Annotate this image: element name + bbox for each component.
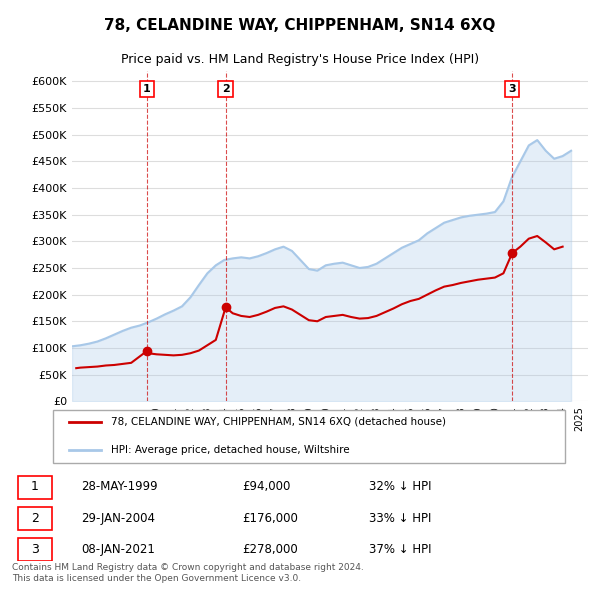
Text: Price paid vs. HM Land Registry's House Price Index (HPI): Price paid vs. HM Land Registry's House … xyxy=(121,53,479,66)
Text: 33% ↓ HPI: 33% ↓ HPI xyxy=(369,512,431,525)
Text: 32% ↓ HPI: 32% ↓ HPI xyxy=(369,480,431,493)
FancyBboxPatch shape xyxy=(18,476,52,499)
FancyBboxPatch shape xyxy=(18,538,52,562)
Text: HPI: Average price, detached house, Wiltshire: HPI: Average price, detached house, Wilt… xyxy=(112,445,350,454)
Text: 3: 3 xyxy=(508,84,516,94)
Text: 78, CELANDINE WAY, CHIPPENHAM, SN14 6XQ (detached house): 78, CELANDINE WAY, CHIPPENHAM, SN14 6XQ … xyxy=(112,417,446,427)
Text: 1: 1 xyxy=(31,480,39,493)
Text: 29-JAN-2004: 29-JAN-2004 xyxy=(81,512,155,525)
Text: £278,000: £278,000 xyxy=(242,543,298,556)
Text: 1: 1 xyxy=(143,84,151,94)
Text: £176,000: £176,000 xyxy=(242,512,298,525)
Text: 2: 2 xyxy=(31,512,39,525)
Text: 08-JAN-2021: 08-JAN-2021 xyxy=(81,543,155,556)
Text: 28-MAY-1999: 28-MAY-1999 xyxy=(81,480,158,493)
Text: 3: 3 xyxy=(31,543,39,556)
FancyBboxPatch shape xyxy=(53,410,565,463)
FancyBboxPatch shape xyxy=(18,507,52,530)
Text: 37% ↓ HPI: 37% ↓ HPI xyxy=(369,543,431,556)
Text: Contains HM Land Registry data © Crown copyright and database right 2024.
This d: Contains HM Land Registry data © Crown c… xyxy=(12,563,364,583)
Text: £94,000: £94,000 xyxy=(242,480,291,493)
Text: 2: 2 xyxy=(222,84,229,94)
Text: 78, CELANDINE WAY, CHIPPENHAM, SN14 6XQ: 78, CELANDINE WAY, CHIPPENHAM, SN14 6XQ xyxy=(104,18,496,32)
